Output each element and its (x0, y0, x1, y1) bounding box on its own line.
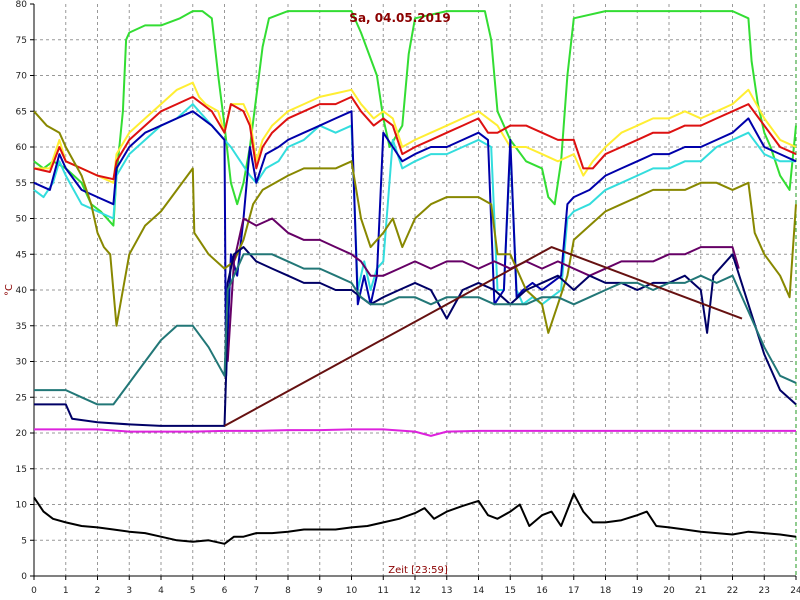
x-tick-label: 15 (505, 586, 516, 596)
series-line-1 (33, 10, 797, 227)
x-tick-label: 2 (95, 586, 101, 596)
x-tick-label: 5 (190, 586, 196, 596)
x-tick-label: 17 (568, 586, 579, 596)
x-tick-label: 22 (727, 586, 738, 596)
x-axis-label: Zeit [23:59] (388, 565, 448, 576)
x-tick-label: 9 (317, 586, 323, 596)
x-tick-label: 7 (253, 586, 259, 596)
grid (34, 4, 796, 576)
y-tick-label: 15 (16, 465, 27, 475)
series-line-8 (34, 246, 797, 427)
x-tick-label: 4 (158, 586, 164, 596)
series-line-7 (226, 217, 740, 362)
x-tick-label: 20 (663, 586, 675, 596)
x-tick-label: 11 (378, 586, 389, 596)
x-tick-label: 21 (695, 586, 706, 596)
y-tick-label: 45 (16, 250, 27, 260)
y-tick-label: 65 (16, 107, 27, 117)
x-tick-label: 16 (536, 586, 548, 596)
x-tick-label: 24 (790, 586, 800, 596)
x-tick-label: 18 (600, 586, 612, 596)
y-tick-label: 75 (16, 36, 27, 46)
y-tick-label: 25 (16, 393, 27, 403)
x-tick-label: 14 (473, 586, 485, 596)
series-line-6 (33, 110, 797, 334)
y-tick-label: 0 (21, 572, 27, 582)
axes (30, 3, 797, 580)
y-tick-label: 70 (16, 72, 28, 82)
y-axis-label: °C (4, 284, 15, 296)
y-tick-label: 30 (16, 358, 28, 368)
x-tick-label: 0 (31, 586, 37, 596)
series-line-11 (34, 428, 796, 437)
x-tick-label: 19 (632, 586, 644, 596)
y-tick-label: 40 (16, 286, 28, 296)
series-line-9 (34, 253, 797, 406)
x-tick-label: 3 (126, 586, 132, 596)
y-tick-labels: 0 5 10 15 20 25 30 35 40 45 50 55 60 65 70 75 80 (16, 0, 28, 582)
x-tick-labels: 0 1 2 3 4 5 6 7 8 9 10 11 12 13 14 15 16 17 18 19 20 21 22 23 24 (31, 586, 800, 596)
series-line-12 (33, 492, 797, 545)
y-tick-label: 35 (16, 322, 27, 332)
series-line-5 (33, 110, 797, 377)
series-line-10 (224, 246, 743, 427)
y-tick-label: 80 (16, 0, 28, 10)
series-line-3 (33, 95, 797, 181)
series-line-2 (34, 81, 797, 184)
y-tick-label: 5 (21, 536, 27, 546)
x-tick-label: 23 (759, 586, 770, 596)
x-tick-label: 1 (63, 586, 69, 596)
x-tick-label: 6 (222, 586, 228, 596)
x-tick-label: 13 (441, 586, 452, 596)
y-tick-label: 20 (16, 429, 28, 439)
y-tick-label: 10 (16, 501, 28, 511)
series-group (33, 10, 797, 545)
x-tick-label: 12 (409, 586, 420, 596)
x-tick-label: 8 (285, 586, 291, 596)
chart-title: Sa, 04.05.2019 (349, 11, 450, 25)
y-tick-label: 55 (16, 179, 27, 189)
y-tick-label: 50 (16, 215, 28, 225)
x-tick-label: 10 (346, 586, 358, 596)
y-tick-label: 60 (16, 143, 28, 153)
